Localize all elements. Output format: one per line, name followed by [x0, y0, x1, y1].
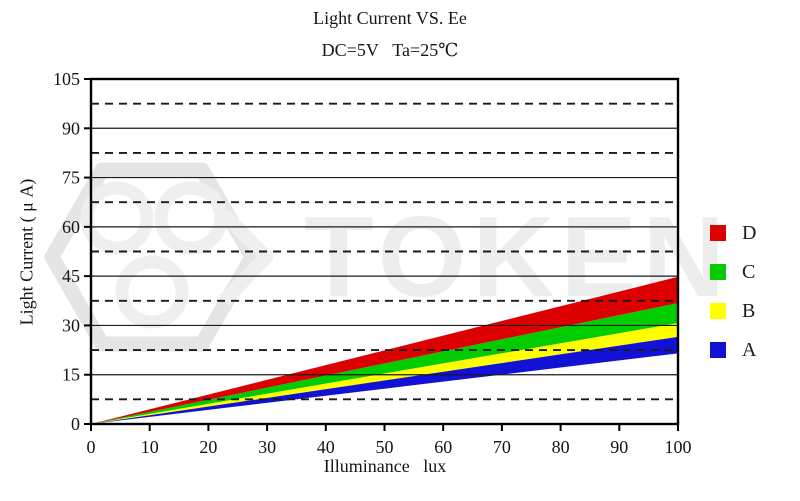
legend-label-C: C — [742, 261, 756, 283]
watermark-ring-icon — [80, 181, 154, 255]
x-tick-label: 100 — [665, 437, 692, 457]
band-A — [91, 336, 678, 424]
x-tick-label: 50 — [376, 437, 394, 457]
watermark-ring-icon — [154, 181, 228, 255]
band-C — [91, 303, 678, 424]
y-tick-label: 60 — [62, 217, 80, 237]
watermark-ring-icon — [115, 255, 189, 329]
x-tick-label: 90 — [610, 437, 628, 457]
legend-swatch-B — [710, 303, 726, 319]
legend-label-A: A — [742, 339, 757, 361]
band-B — [91, 323, 678, 424]
legend-label-B: B — [742, 300, 756, 322]
watermark-arrow-icon — [218, 209, 273, 306]
x-tick-label: 0 — [87, 437, 96, 457]
y-tick-label: 75 — [62, 168, 80, 188]
y-tick-label: 105 — [53, 69, 80, 89]
legend-swatch-D — [710, 225, 726, 241]
chart-title: Light Current VS. Ee — [313, 8, 467, 28]
x-tick-label: 10 — [141, 437, 159, 457]
legend-swatch-C — [710, 264, 726, 280]
watermark-hexagon-icon — [44, 162, 260, 352]
y-axis-label: Light Current ( μ A) — [16, 178, 37, 326]
x-tick-label: 30 — [258, 437, 276, 457]
y-tick-label: 30 — [62, 315, 80, 335]
x-tick-label: 60 — [434, 437, 452, 457]
x-tick-label: 40 — [317, 437, 335, 457]
x-tick-label: 70 — [493, 437, 511, 457]
y-tick-label: 0 — [71, 414, 80, 434]
legend-item-A: A — [710, 339, 757, 361]
x-axis-label: Illuminance lux — [323, 456, 447, 476]
legend-item-C: C — [710, 261, 756, 283]
x-tick-label: 80 — [552, 437, 570, 457]
legend-swatch-A — [710, 342, 726, 358]
legend-item-B: B — [710, 300, 756, 322]
legend-item-D: D — [710, 222, 757, 244]
x-tick-label: 20 — [199, 437, 217, 457]
legend-label-D: D — [742, 222, 757, 244]
y-tick-label: 15 — [62, 365, 80, 385]
band-D — [91, 276, 678, 424]
y-tick-label: 90 — [62, 118, 80, 138]
chart-subtitle: DC=5V Ta=25℃ — [321, 40, 459, 60]
y-tick-label: 45 — [62, 266, 80, 286]
